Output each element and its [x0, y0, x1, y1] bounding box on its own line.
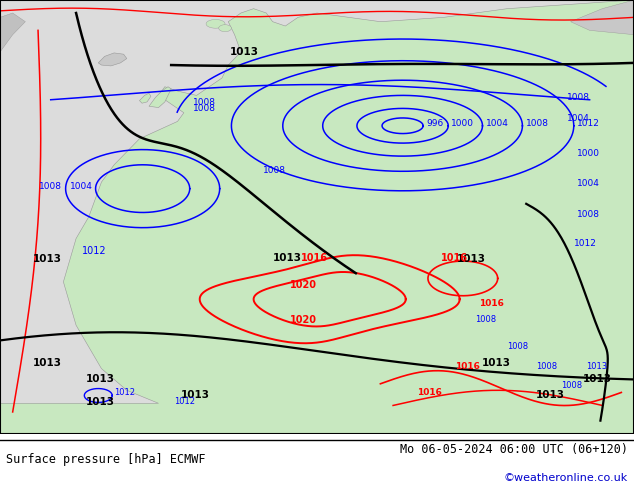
Text: 1012: 1012	[174, 397, 195, 406]
Text: 1008: 1008	[561, 381, 582, 390]
Text: 1016: 1016	[455, 363, 480, 371]
Text: 1012: 1012	[82, 245, 107, 256]
Text: 1008: 1008	[536, 363, 557, 371]
Text: 1013: 1013	[230, 47, 259, 57]
Text: 1004: 1004	[70, 182, 93, 191]
Polygon shape	[139, 93, 151, 103]
Text: 1000: 1000	[451, 119, 474, 128]
Text: 1008: 1008	[39, 182, 62, 191]
Text: 1008: 1008	[193, 103, 216, 113]
Text: 1004: 1004	[577, 179, 600, 189]
Text: 1016: 1016	[441, 253, 468, 263]
Polygon shape	[98, 53, 127, 66]
Text: 1008: 1008	[476, 315, 496, 324]
Polygon shape	[219, 24, 231, 32]
Text: 1008: 1008	[526, 119, 548, 128]
Text: 996: 996	[426, 119, 444, 128]
Text: 1016: 1016	[301, 253, 328, 263]
Text: 1013: 1013	[86, 374, 115, 385]
Text: 1008: 1008	[507, 342, 528, 351]
Text: Surface pressure [hPa] ECMWF: Surface pressure [hPa] ECMWF	[6, 452, 206, 466]
Text: 1016: 1016	[417, 389, 442, 397]
Text: 1013: 1013	[586, 363, 607, 371]
Text: 1013: 1013	[456, 254, 486, 265]
Text: 1020: 1020	[290, 315, 318, 325]
Text: 1004: 1004	[486, 119, 508, 128]
Text: 1013: 1013	[273, 253, 302, 263]
Text: 1012: 1012	[114, 389, 135, 397]
Text: 1013: 1013	[583, 374, 612, 385]
Text: 1013: 1013	[86, 397, 115, 408]
Text: 1020: 1020	[290, 280, 318, 291]
Text: 1008: 1008	[193, 98, 216, 107]
Text: ©weatheronline.co.uk: ©weatheronline.co.uk	[503, 472, 628, 483]
Text: 1004: 1004	[567, 115, 590, 123]
Text: 1013: 1013	[33, 358, 62, 368]
Text: 1008: 1008	[263, 167, 286, 175]
Text: 1013: 1013	[482, 358, 511, 368]
Polygon shape	[149, 87, 171, 107]
Text: 1008: 1008	[577, 210, 600, 219]
Text: 1000: 1000	[577, 149, 600, 158]
Polygon shape	[0, 0, 634, 434]
Polygon shape	[0, 13, 25, 52]
Polygon shape	[571, 0, 634, 35]
Text: 1013: 1013	[536, 390, 565, 400]
Text: 1012: 1012	[577, 119, 600, 128]
Text: 1013: 1013	[181, 390, 210, 400]
Polygon shape	[206, 20, 225, 28]
Text: 1016: 1016	[479, 299, 503, 308]
Text: Mo 06-05-2024 06:00 UTC (06+120): Mo 06-05-2024 06:00 UTC (06+120)	[399, 443, 628, 456]
Text: 1013: 1013	[33, 254, 62, 265]
Text: 1008: 1008	[567, 93, 590, 102]
Text: 1012: 1012	[574, 239, 597, 248]
